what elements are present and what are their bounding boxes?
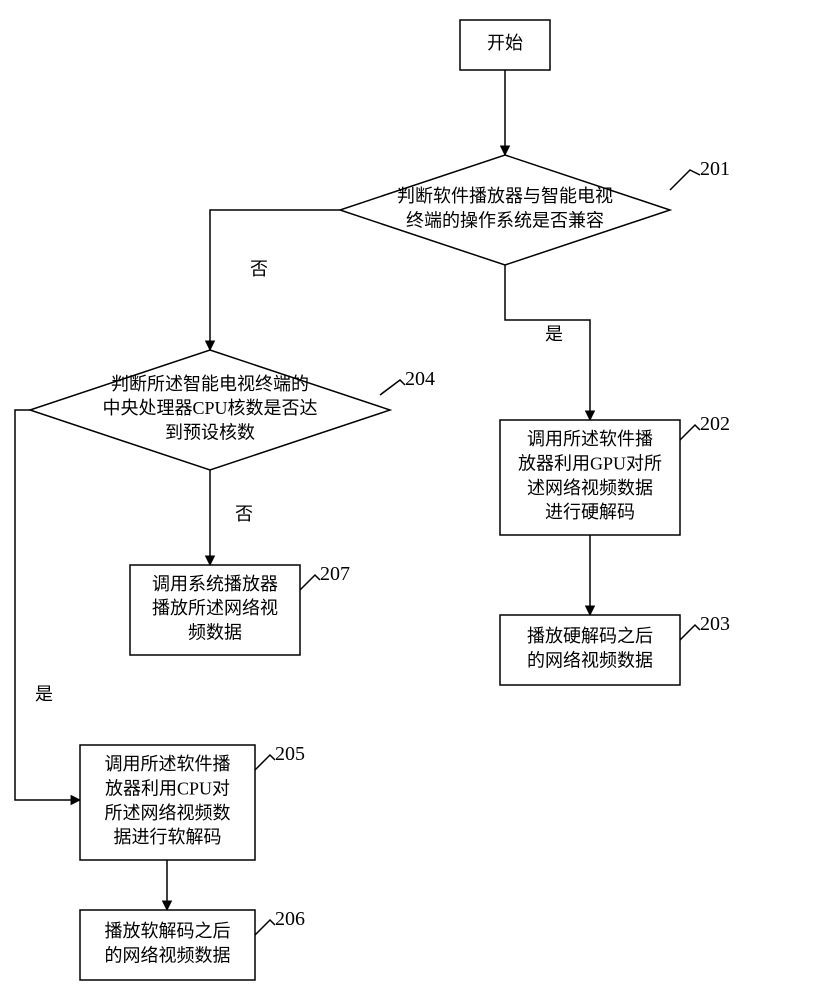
svg-text:的网络视频数据: 的网络视频数据 bbox=[527, 650, 653, 670]
nodes-layer: 开始判断软件播放器与智能电视终端的操作系统是否兼容判断所述智能电视终端的中央处理… bbox=[30, 20, 680, 980]
svg-text:调用所述软件播: 调用所述软件播 bbox=[527, 429, 653, 449]
svg-text:据进行软解码: 据进行软解码 bbox=[114, 827, 222, 847]
node-d201: 判断软件播放器与智能电视终端的操作系统是否兼容 bbox=[340, 155, 670, 265]
ref-hook-b207 bbox=[300, 575, 320, 590]
node-b207: 调用系统播放器播放所述网络视频数据 bbox=[130, 565, 300, 655]
edge-label: 否 bbox=[250, 259, 268, 279]
svg-text:的网络视频数据: 的网络视频数据 bbox=[105, 945, 231, 965]
svg-text:放器利用CPU对: 放器利用CPU对 bbox=[105, 778, 230, 798]
ref-d201: 201 bbox=[700, 158, 730, 180]
ref-hook-b203 bbox=[680, 625, 700, 640]
svg-text:中央处理器CPU核数是否达: 中央处理器CPU核数是否达 bbox=[102, 398, 317, 418]
svg-text:放器利用GPU对所: 放器利用GPU对所 bbox=[518, 453, 662, 473]
edge bbox=[210, 210, 340, 350]
svg-text:频数据: 频数据 bbox=[188, 622, 242, 642]
svg-text:调用所述软件播: 调用所述软件播 bbox=[105, 754, 231, 774]
svg-text:播放硬解码之后: 播放硬解码之后 bbox=[527, 626, 653, 646]
node-b205: 调用所述软件播放器利用CPU对所述网络视频数据进行软解码 bbox=[80, 745, 255, 860]
ref-d204: 204 bbox=[405, 368, 435, 390]
ref-b207: 207 bbox=[320, 563, 350, 585]
svg-text:判断所述智能电视终端的: 判断所述智能电视终端的 bbox=[111, 374, 309, 394]
node-b206: 播放软解码之后的网络视频数据 bbox=[80, 910, 255, 980]
svg-text:播放软解码之后: 播放软解码之后 bbox=[105, 921, 231, 941]
edge-label: 否 bbox=[235, 504, 253, 524]
svg-text:开始: 开始 bbox=[487, 33, 523, 53]
svg-text:判断软件播放器与智能电视: 判断软件播放器与智能电视 bbox=[397, 186, 613, 206]
ref-b203: 203 bbox=[700, 613, 730, 635]
svg-text:述网络视频数据: 述网络视频数据 bbox=[527, 478, 653, 498]
svg-text:进行硬解码: 进行硬解码 bbox=[545, 502, 635, 522]
svg-text:到预设核数: 到预设核数 bbox=[165, 422, 255, 442]
ref-hook-d204 bbox=[380, 380, 405, 395]
svg-text:终端的操作系统是否兼容: 终端的操作系统是否兼容 bbox=[406, 210, 604, 230]
ref-hook-d201 bbox=[670, 170, 700, 190]
ref-b206: 206 bbox=[275, 908, 305, 930]
svg-text:调用系统播放器: 调用系统播放器 bbox=[152, 574, 278, 594]
edge-label: 是 bbox=[545, 324, 563, 344]
edge bbox=[15, 410, 80, 800]
flowchart-canvas: 开始判断软件播放器与智能电视终端的操作系统是否兼容判断所述智能电视终端的中央处理… bbox=[0, 0, 814, 1000]
svg-text:所述网络视频数: 所述网络视频数 bbox=[105, 803, 231, 823]
ref-hook-b206 bbox=[255, 920, 275, 935]
refs-layer: 201 204 202 203 207 205 206 bbox=[255, 158, 730, 935]
ref-hook-b205 bbox=[255, 755, 275, 770]
ref-b205: 205 bbox=[275, 743, 305, 765]
ref-hook-b202 bbox=[680, 425, 700, 440]
node-b202: 调用所述软件播放器利用GPU对所述网络视频数据进行硬解码 bbox=[500, 420, 680, 535]
ref-b202: 202 bbox=[700, 413, 730, 435]
svg-text:播放所述网络视: 播放所述网络视 bbox=[152, 598, 278, 618]
node-start: 开始 bbox=[460, 20, 550, 70]
edge-label: 是 bbox=[35, 684, 53, 704]
node-b203: 播放硬解码之后的网络视频数据 bbox=[500, 615, 680, 685]
node-d204: 判断所述智能电视终端的中央处理器CPU核数是否达到预设核数 bbox=[30, 350, 390, 470]
